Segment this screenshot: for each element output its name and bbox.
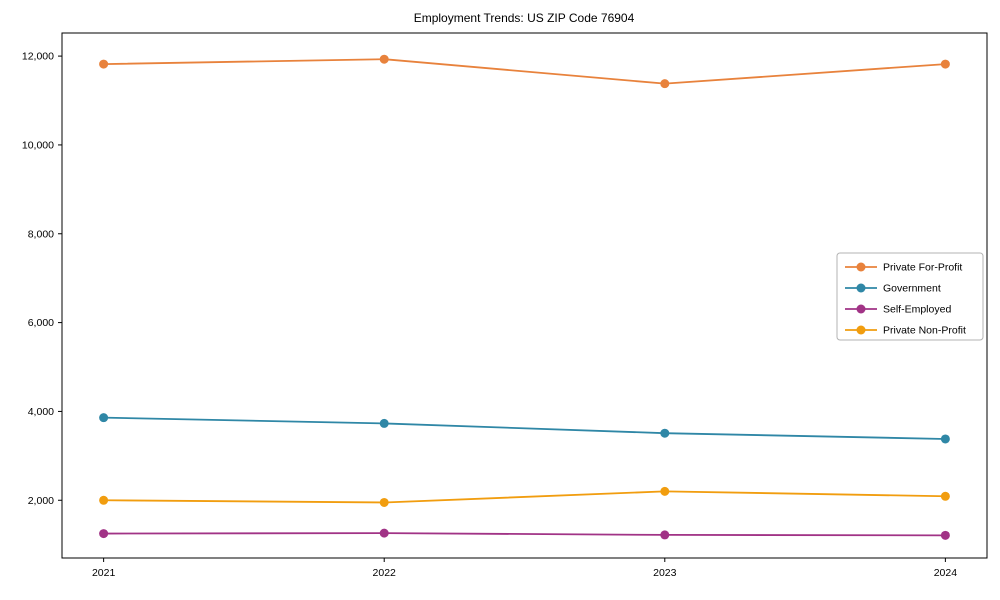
legend-item-label: Private For-Profit xyxy=(883,262,962,274)
x-tick-label: 2023 xyxy=(653,567,677,579)
legend-item-label: Private Non-Profit xyxy=(883,325,966,337)
data-point xyxy=(940,530,950,540)
series-line-0 xyxy=(103,58,946,85)
y-tick-label: 4,000 xyxy=(28,406,54,418)
y-tick-label: 12,000 xyxy=(22,51,54,63)
data-point xyxy=(660,79,670,89)
y-tick-label: 10,000 xyxy=(22,139,54,151)
data-point xyxy=(660,486,670,496)
legend-box xyxy=(836,252,984,341)
data-point xyxy=(379,418,389,428)
legend-marker xyxy=(856,325,866,335)
legend: Private For-Profit Government Self-Employe… xyxy=(836,252,984,341)
x-tick-label: 2021 xyxy=(92,567,116,579)
x-tick-label: 2024 xyxy=(934,567,958,579)
data-point xyxy=(99,413,109,423)
legend-marker xyxy=(856,304,866,314)
data-point xyxy=(940,59,950,69)
data-point xyxy=(379,528,389,538)
data-point xyxy=(99,495,109,505)
axes-frame xyxy=(61,32,988,559)
data-point xyxy=(660,530,670,540)
data-point xyxy=(379,54,389,64)
y-tick-label: 8,000 xyxy=(28,228,54,240)
y-tick-label: 6,000 xyxy=(28,317,54,329)
y-tick-label: 2,000 xyxy=(28,495,54,507)
data-point xyxy=(379,497,389,507)
series-line-3 xyxy=(103,490,946,504)
x-tick-label: 2022 xyxy=(373,567,397,579)
plot-area: 2,000 4,000 6,000 8,000 10,000 12,000 2021 2022… xyxy=(22,32,988,579)
legend-item-label: Government xyxy=(883,283,941,295)
data-point xyxy=(940,434,950,444)
legend-marker xyxy=(856,262,866,272)
data-point xyxy=(99,59,109,69)
legend-item-label: Self-Employed xyxy=(883,304,951,316)
series-line-1 xyxy=(103,416,946,440)
data-point xyxy=(99,529,109,539)
data-point xyxy=(660,428,670,438)
legend-marker xyxy=(856,283,866,293)
data-point xyxy=(940,491,950,501)
chart-title: Employment Trends: US ZIP Code 76904 xyxy=(414,11,635,25)
series-line-2 xyxy=(103,532,946,537)
